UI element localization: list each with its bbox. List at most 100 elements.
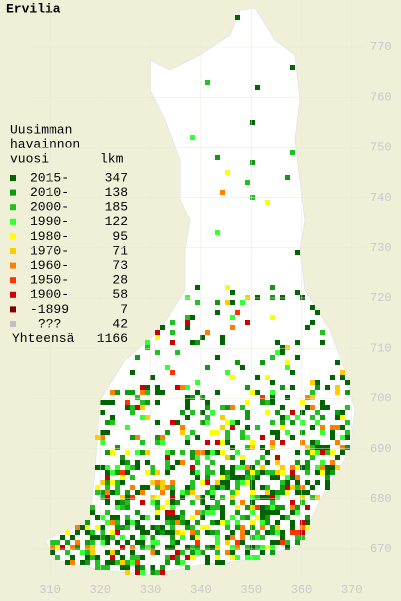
observation-square (165, 485, 170, 490)
observation-square (150, 540, 155, 545)
legend-count: 73 (112, 258, 128, 273)
observation-square (110, 400, 115, 405)
observation-square (240, 460, 245, 465)
observation-square (245, 410, 250, 415)
observation-square (215, 545, 220, 550)
observation-square (190, 315, 195, 320)
observation-square (195, 435, 200, 440)
observation-square (215, 155, 220, 160)
observation-square (185, 520, 190, 525)
y-grid-label: 730 (370, 241, 392, 255)
observation-square (340, 425, 345, 430)
observation-square (170, 340, 175, 345)
observation-square (165, 460, 170, 465)
observation-square (175, 460, 180, 465)
observation-square (230, 515, 235, 520)
observation-square (120, 455, 125, 460)
observation-square (225, 420, 230, 425)
legend-heading: Uusimman (10, 122, 72, 137)
x-grid-label: 320 (89, 583, 111, 597)
observation-square (110, 550, 115, 555)
observation-square (245, 555, 250, 560)
legend-count: 71 (112, 243, 128, 258)
observation-square (180, 530, 185, 535)
observation-square (100, 480, 105, 485)
observation-square (270, 510, 275, 515)
observation-square (275, 540, 280, 545)
observation-square (290, 520, 295, 525)
observation-square (275, 435, 280, 440)
observation-square (125, 465, 130, 470)
observation-square (235, 520, 240, 525)
observation-square (225, 370, 230, 375)
observation-square (265, 520, 270, 525)
observation-square (305, 405, 310, 410)
observation-square (200, 450, 205, 455)
observation-square (55, 555, 60, 560)
observation-square (170, 370, 175, 375)
observation-square (170, 495, 175, 500)
legend-count: 28 (112, 273, 128, 288)
observation-square (315, 470, 320, 475)
observation-square (285, 365, 290, 370)
observation-square (245, 425, 250, 430)
observation-square (100, 535, 105, 540)
observation-square (285, 540, 290, 545)
observation-square (195, 550, 200, 555)
observation-square (95, 565, 100, 570)
observation-square (305, 395, 310, 400)
observation-square (190, 410, 195, 415)
observation-square (225, 300, 230, 305)
observation-square (95, 515, 100, 520)
observation-square (235, 480, 240, 485)
observation-square (180, 515, 185, 520)
observation-square (340, 410, 345, 415)
observation-square (300, 430, 305, 435)
observation-square (200, 480, 205, 485)
observation-square (200, 550, 205, 555)
observation-square (160, 480, 165, 485)
observation-square (300, 500, 305, 505)
observation-square (55, 540, 60, 545)
observation-square (115, 470, 120, 475)
observation-square (335, 415, 340, 420)
observation-square (275, 455, 280, 460)
observation-square (285, 545, 290, 550)
observation-square (145, 530, 150, 535)
observation-square (280, 535, 285, 540)
observation-square (300, 535, 305, 540)
observation-square (170, 480, 175, 485)
observation-square (205, 525, 210, 530)
observation-square (230, 325, 235, 330)
observation-square (275, 475, 280, 480)
observation-square (265, 510, 270, 515)
observation-square (185, 440, 190, 445)
observation-square (170, 485, 175, 490)
observation-square (220, 405, 225, 410)
observation-square (160, 325, 165, 330)
y-grid-label: 720 (370, 291, 392, 305)
observation-square (130, 475, 135, 480)
observation-square (245, 505, 250, 510)
observation-square (145, 515, 150, 520)
observation-square (160, 530, 165, 535)
observation-square (135, 555, 140, 560)
observation-square (260, 470, 265, 475)
observation-square (195, 340, 200, 345)
observation-square (130, 435, 135, 440)
observation-square (140, 450, 145, 455)
observation-square (170, 420, 175, 425)
observation-squares (50, 15, 350, 575)
observation-square (240, 455, 245, 460)
observation-square (255, 495, 260, 500)
observation-square (125, 515, 130, 520)
legend-swatch (10, 262, 16, 269)
observation-square (245, 545, 250, 550)
observation-square (100, 495, 105, 500)
observation-square (190, 395, 195, 400)
observation-square (110, 530, 115, 535)
observation-square (305, 465, 310, 470)
observation-square (295, 540, 300, 545)
observation-square (265, 495, 270, 500)
